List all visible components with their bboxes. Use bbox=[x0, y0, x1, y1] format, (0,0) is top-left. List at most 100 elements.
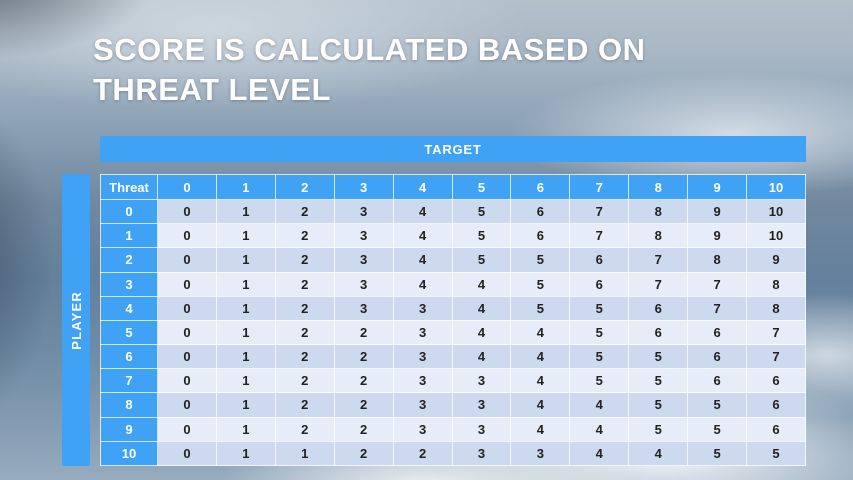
score-cell: 6 bbox=[746, 368, 806, 394]
score-cell: 4 bbox=[510, 319, 571, 346]
score-cell: 5 bbox=[569, 319, 630, 346]
score-cell: 8 bbox=[628, 223, 689, 249]
score-cell: 0 bbox=[157, 319, 217, 346]
score-cell: 5 bbox=[510, 247, 571, 273]
threat-row-header: 5 bbox=[100, 319, 158, 346]
score-cell: 0 bbox=[157, 440, 217, 467]
score-cell: 3 bbox=[333, 223, 394, 249]
threat-row-header: 10 bbox=[100, 440, 158, 467]
target-header-bar: TARGET bbox=[100, 136, 806, 162]
score-cell: 1 bbox=[274, 440, 335, 467]
score-cell: 5 bbox=[628, 368, 689, 394]
score-cell: 4 bbox=[569, 392, 630, 418]
score-cell: 7 bbox=[746, 344, 806, 370]
score-cell: 0 bbox=[157, 271, 217, 297]
table-head: Threat 0 1 2 3 4 5 6 7 8 9 10 bbox=[100, 174, 806, 200]
score-cell: 6 bbox=[628, 319, 689, 346]
score-cell: 3 bbox=[510, 440, 571, 467]
score-cell: 0 bbox=[157, 247, 217, 273]
score-cell: 7 bbox=[569, 223, 630, 249]
target-col-header: 8 bbox=[628, 174, 689, 200]
score-cell: 0 bbox=[157, 344, 217, 370]
table-head-row: Threat 0 1 2 3 4 5 6 7 8 9 10 bbox=[100, 174, 806, 200]
score-cell: 4 bbox=[510, 392, 571, 418]
score-cell: 3 bbox=[451, 368, 512, 394]
threat-row-header: 2 bbox=[100, 247, 158, 273]
score-cell: 6 bbox=[746, 416, 806, 442]
score-cell: 0 bbox=[157, 295, 217, 321]
score-cell: 2 bbox=[333, 344, 394, 370]
score-cell: 6 bbox=[569, 271, 630, 297]
score-cell: 4 bbox=[392, 247, 453, 273]
score-cell: 3 bbox=[392, 368, 453, 394]
table-row: 10 0 1 1 2 2 3 3 4 4 5 5 bbox=[100, 440, 806, 467]
score-cell: 6 bbox=[746, 392, 806, 418]
threat-row-header: 8 bbox=[100, 392, 158, 418]
score-cell: 3 bbox=[392, 416, 453, 442]
score-cell: 2 bbox=[392, 440, 453, 467]
score-cell: 2 bbox=[274, 223, 335, 249]
score-cell: 2 bbox=[333, 416, 394, 442]
threat-row-header: 0 bbox=[100, 198, 158, 225]
score-cell: 2 bbox=[274, 295, 335, 321]
target-col-header: 3 bbox=[333, 174, 394, 200]
score-cell: 3 bbox=[333, 198, 394, 225]
score-cell: 0 bbox=[157, 223, 217, 249]
score-cell: 6 bbox=[510, 223, 571, 249]
score-cell: 1 bbox=[215, 223, 276, 249]
score-cell: 2 bbox=[274, 416, 335, 442]
score-cell: 3 bbox=[392, 392, 453, 418]
score-cell: 2 bbox=[333, 319, 394, 346]
threat-row-header: 6 bbox=[100, 344, 158, 370]
title-line-2: THREAT LEVEL bbox=[93, 71, 331, 107]
score-cell: 5 bbox=[569, 295, 630, 321]
score-cell: 2 bbox=[274, 319, 335, 346]
score-cell: 2 bbox=[333, 392, 394, 418]
score-cell: 9 bbox=[687, 223, 748, 249]
score-cell: 9 bbox=[746, 247, 806, 273]
score-cell: 4 bbox=[569, 440, 630, 467]
score-cell: 7 bbox=[687, 295, 748, 321]
target-col-header: 0 bbox=[157, 174, 217, 200]
score-table: Threat 0 1 2 3 4 5 6 7 8 9 10 0 0 1 2 3 4 5 6 7 8 9 10 1 0 1 2 3 4 5 6… bbox=[100, 174, 806, 467]
score-cell: 7 bbox=[746, 319, 806, 346]
score-cell: 4 bbox=[510, 344, 571, 370]
score-cell: 6 bbox=[687, 368, 748, 394]
score-cell: 2 bbox=[333, 368, 394, 394]
score-cell: 1 bbox=[215, 271, 276, 297]
score-cell: 3 bbox=[451, 392, 512, 418]
score-cell: 8 bbox=[746, 271, 806, 297]
score-cell: 4 bbox=[392, 271, 453, 297]
score-cell: 6 bbox=[628, 295, 689, 321]
player-label: PLAYER bbox=[68, 290, 84, 350]
score-cell: 8 bbox=[628, 198, 689, 225]
score-cell: 5 bbox=[510, 295, 571, 321]
score-cell: 6 bbox=[569, 247, 630, 273]
table-body: 0 0 1 2 3 4 5 6 7 8 9 10 1 0 1 2 3 4 5 6 7 8 9 10 2 0 1 2 3 4 5 5 6 7 8 9 3 0… bbox=[100, 198, 806, 467]
score-cell: 3 bbox=[451, 416, 512, 442]
score-cell: 4 bbox=[510, 368, 571, 394]
target-col-header: 5 bbox=[451, 174, 512, 200]
score-cell: 3 bbox=[333, 295, 394, 321]
score-cell: 2 bbox=[274, 271, 335, 297]
score-cell: 2 bbox=[274, 198, 335, 225]
score-cell: 7 bbox=[569, 198, 630, 225]
score-cell: 1 bbox=[215, 344, 276, 370]
score-cell: 10 bbox=[746, 223, 806, 249]
score-cell: 0 bbox=[157, 198, 217, 225]
score-cell: 2 bbox=[274, 344, 335, 370]
score-cell: 1 bbox=[215, 416, 276, 442]
score-cell: 2 bbox=[333, 440, 394, 467]
score-cell: 5 bbox=[687, 416, 748, 442]
threat-row-header: 7 bbox=[100, 368, 158, 394]
threat-row-header: 1 bbox=[100, 223, 158, 249]
threat-row-header: 9 bbox=[100, 416, 158, 442]
target-col-header: 1 bbox=[215, 174, 276, 200]
score-cell: 4 bbox=[628, 440, 689, 467]
